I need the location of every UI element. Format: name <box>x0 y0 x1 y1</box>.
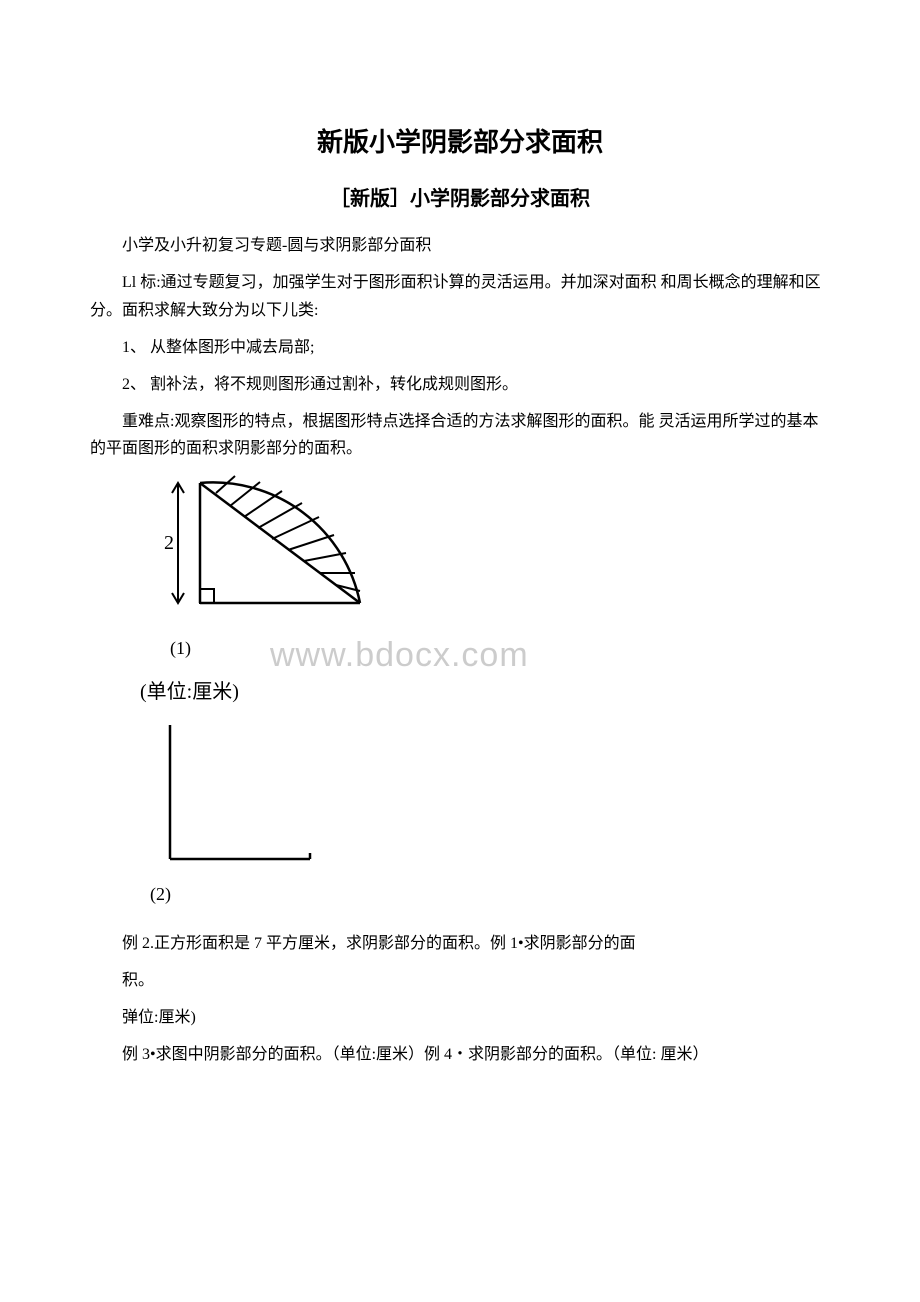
figure-2 <box>160 719 830 869</box>
figure-1-caption-row: (1) www.bdocx.com <box>90 633 830 664</box>
paragraph-3: 1、 从整体图形中减去局部; <box>90 334 830 361</box>
sub-title: ［新版］小学阴影部分求面积 <box>90 182 830 216</box>
paragraph-8: 弹位:厘米) <box>90 1004 830 1031</box>
paragraph-2: Ll 标:通过专题复习，加强学生对于图形面积讣算的灵活运用。并加深对面积 和周长… <box>90 269 830 323</box>
dim-label: 2 <box>164 532 174 554</box>
paragraph-1: 小学及小升初复习专题-圆与求阴影部分面积 <box>90 232 830 259</box>
figure-1-caption: (1) <box>170 633 830 664</box>
figure-2-svg <box>160 719 330 869</box>
paragraph-5: 重难点:观察图形的特点，根据图形特点选择合适的方法求解图形的面积。能 灵活运用所… <box>90 408 830 462</box>
figure-2-caption: (2) <box>150 879 830 910</box>
figure-1-svg: 2 <box>160 473 390 623</box>
paragraph-6: 例 2.正方形面积是 7 平方厘米，求阴影部分的面积。例 1•求阴影部分的面 <box>90 930 830 957</box>
paragraph-9: 例 3•求图中阴影部分的面积。（单位:厘米）例 4・求阴影部分的面积。（单位: … <box>90 1041 830 1068</box>
figure-1-unit: (单位:厘米) <box>140 675 830 709</box>
paragraph-7: 积。 <box>90 967 830 994</box>
figure-1: 2 <box>160 473 830 623</box>
paragraph-4: 2、 割补法，将不规则图形通过割补，转化成规则图形。 <box>90 371 830 398</box>
main-title: 新版小学阴影部分求面积 <box>90 120 830 164</box>
